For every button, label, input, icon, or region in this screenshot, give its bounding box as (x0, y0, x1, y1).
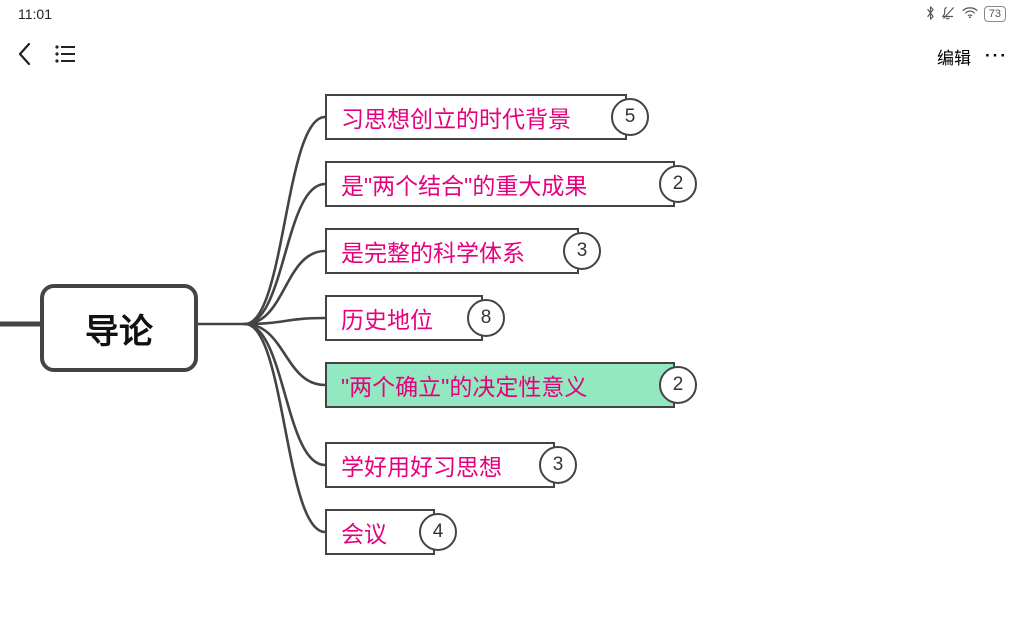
status-bar: 11:01 73 (0, 0, 1024, 28)
child-label: 习思想创立的时代背景 (341, 100, 571, 134)
outline-icon[interactable] (54, 44, 76, 69)
child-count: 3 (553, 454, 564, 476)
bluetooth-icon (925, 6, 936, 23)
child-label: 学好用好习思想 (341, 448, 502, 482)
battery-badge: 73 (984, 6, 1006, 22)
child-count-badge[interactable]: 2 (659, 366, 697, 404)
mindmap-canvas[interactable]: 导论 习思想创立的时代背景 5 是"两个结合"的重大成果 2 是完整的科学体系 3 历史地位… (0, 70, 1024, 640)
mindmap-child-node[interactable]: 历史地位 (325, 295, 483, 341)
mindmap-root-node[interactable]: 导论 (40, 284, 198, 372)
child-label: 是"两个结合"的重大成果 (341, 167, 587, 201)
back-icon[interactable] (16, 41, 34, 72)
child-count-badge[interactable]: 3 (563, 232, 601, 270)
wifi-icon (962, 6, 978, 22)
edit-button[interactable]: 编辑 (937, 44, 971, 69)
status-time: 11:01 (18, 6, 52, 22)
child-label: 历史地位 (341, 301, 433, 335)
child-label: 是完整的科学体系 (341, 234, 525, 268)
child-count: 2 (673, 374, 684, 396)
mindmap-child-node[interactable]: "两个确立"的决定性意义 (325, 362, 675, 408)
child-count-badge[interactable]: 8 (467, 299, 505, 337)
mindmap-child-node[interactable]: 习思想创立的时代背景 (325, 94, 627, 140)
child-label: 会议 (341, 515, 387, 549)
child-count: 2 (673, 173, 684, 195)
child-label: "两个确立"的决定性意义 (341, 368, 587, 402)
child-count-badge[interactable]: 4 (419, 513, 457, 551)
status-icons: 73 (925, 6, 1006, 23)
child-count: 4 (433, 521, 444, 543)
child-count: 3 (577, 240, 588, 262)
more-icon[interactable]: ··· (985, 46, 1008, 66)
mindmap-child-node[interactable]: 是完整的科学体系 (325, 228, 579, 274)
child-count-badge[interactable]: 2 (659, 165, 697, 203)
mute-icon (942, 6, 956, 23)
root-label: 导论 (85, 304, 153, 353)
mindmap-child-node[interactable]: 是"两个结合"的重大成果 (325, 161, 675, 207)
child-count: 8 (481, 307, 492, 329)
child-count-badge[interactable]: 5 (611, 98, 649, 136)
mindmap-child-node[interactable]: 学好用好习思想 (325, 442, 555, 488)
child-count-badge[interactable]: 3 (539, 446, 577, 484)
child-count: 5 (625, 106, 636, 128)
